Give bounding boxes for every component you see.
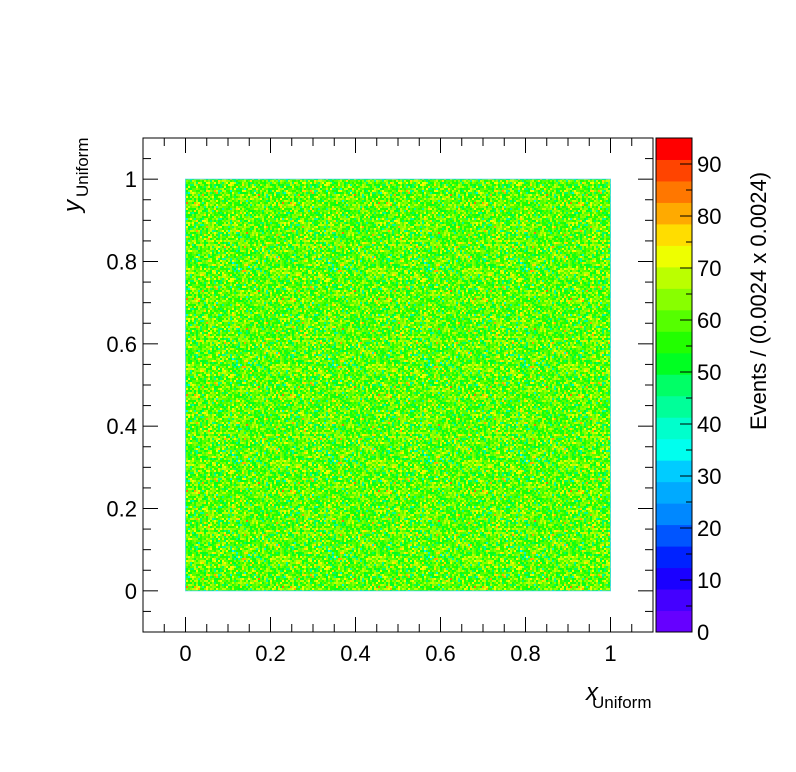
color-bar-segment bbox=[656, 245, 692, 268]
z-tick-label: 10 bbox=[697, 568, 721, 593]
z-tick-label: 30 bbox=[697, 464, 721, 489]
x-tick-label: 0.6 bbox=[425, 641, 456, 666]
z-tick-label: 80 bbox=[697, 204, 721, 229]
z-tick-label: 60 bbox=[697, 308, 721, 333]
color-bar-segment bbox=[656, 438, 692, 461]
color-bar-segment bbox=[656, 481, 692, 504]
color-bar-segment bbox=[656, 567, 692, 590]
x-tick-label: 1 bbox=[604, 641, 616, 666]
color-bar-segment bbox=[656, 223, 692, 246]
x-axis-title-subscript: Uniform bbox=[592, 693, 652, 712]
color-bar-segment bbox=[656, 309, 692, 332]
color-bar-segment bbox=[656, 374, 692, 397]
x-axis-title-main: x bbox=[585, 679, 599, 706]
x-tick-label: 0 bbox=[179, 641, 191, 666]
color-bar-segment bbox=[656, 352, 692, 375]
color-bar-segment bbox=[656, 417, 692, 440]
color-bar-segment bbox=[656, 460, 692, 483]
y-tick-label: 1 bbox=[125, 167, 137, 192]
color-bar-frame bbox=[655, 137, 693, 633]
x-axis-ticks bbox=[142, 138, 654, 632]
x-axis-tick-labels: 0 0.2 0.4 0.6 0.8 1 bbox=[179, 641, 616, 666]
z-tick-label: 20 bbox=[697, 516, 721, 541]
color-bar-segment bbox=[656, 159, 692, 182]
color-bar-segment bbox=[656, 503, 692, 526]
y-tick-label: 0 bbox=[125, 579, 137, 604]
y-tick-label: 0.4 bbox=[106, 414, 137, 439]
color-bar-segment bbox=[656, 395, 692, 418]
y-tick-label: 0.6 bbox=[106, 332, 137, 357]
color-bar-segment bbox=[656, 138, 692, 160]
color-bar-segment bbox=[656, 202, 692, 225]
heatmap-edge-bins bbox=[185, 178, 611, 592]
x-tick-label: 0.2 bbox=[255, 641, 286, 666]
color-bar-segment bbox=[656, 331, 692, 354]
y-axis-tick-labels: 0 0.2 0.4 0.6 0.8 1 bbox=[106, 167, 137, 604]
color-bar-segment bbox=[656, 180, 692, 203]
y-axis-title-main: y bbox=[59, 198, 86, 214]
z-tick-label: 40 bbox=[697, 412, 721, 437]
color-bar bbox=[656, 137, 692, 633]
z-tick-label: 0 bbox=[697, 620, 709, 645]
x-axis-title: x bbox=[585, 679, 599, 706]
y-axis-title-subscript: Uniform bbox=[73, 137, 92, 197]
color-bar-segment bbox=[656, 266, 692, 289]
color-bar-segment bbox=[656, 610, 692, 633]
color-bar-tick-labels: 0 10 20 30 40 50 60 70 80 90 bbox=[697, 152, 721, 645]
z-axis-title: Events / (0.0024 x 0.0024) bbox=[746, 172, 771, 430]
z-tick-label: 50 bbox=[697, 360, 721, 385]
color-bar-segment bbox=[656, 288, 692, 311]
x-tick-label: 0.8 bbox=[510, 641, 541, 666]
y-tick-label: 0.2 bbox=[106, 497, 137, 522]
y-axis-title: y Uniform bbox=[59, 137, 92, 214]
color-bar-segment bbox=[656, 524, 692, 547]
color-bar-segment bbox=[656, 589, 692, 612]
y-tick-label: 0.8 bbox=[106, 250, 137, 275]
x-tick-label: 0.4 bbox=[340, 641, 371, 666]
color-bar-segment bbox=[656, 546, 692, 569]
heatmap-fill bbox=[185, 179, 611, 591]
z-tick-label: 70 bbox=[697, 256, 721, 281]
z-tick-label: 90 bbox=[697, 152, 721, 177]
y-axis-ticks bbox=[143, 137, 653, 633]
